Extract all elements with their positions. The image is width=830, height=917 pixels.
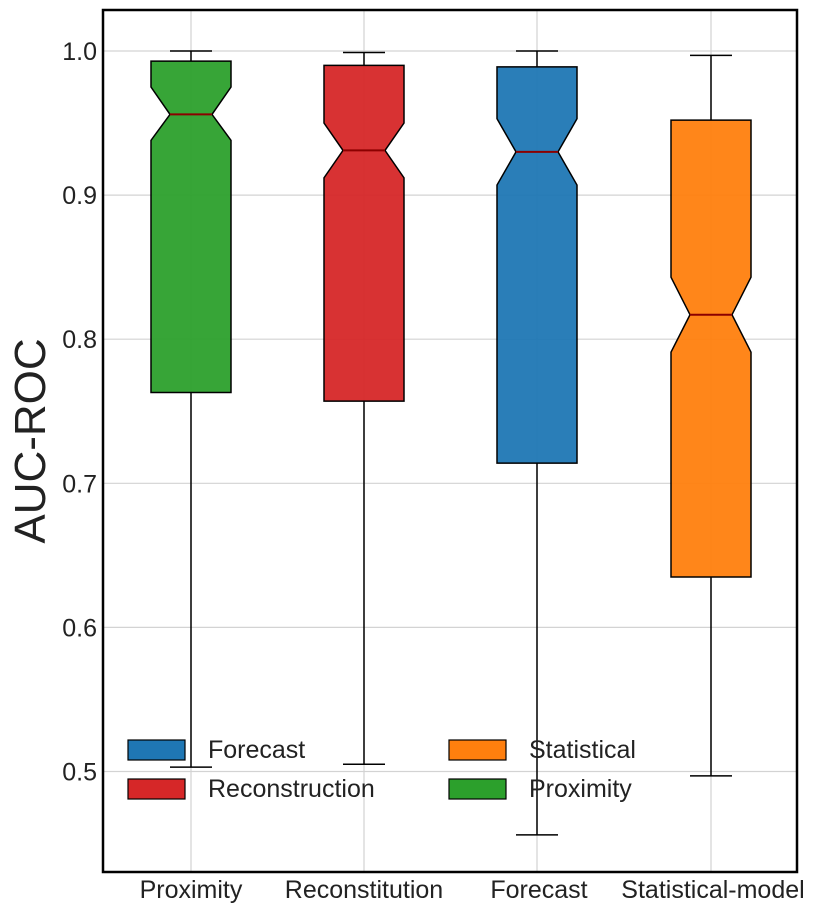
y-tick-label: 0.6	[62, 614, 97, 642]
y-tick-label: 0.9	[62, 182, 97, 210]
y-tick-label: 0.8	[62, 326, 97, 354]
legend-swatch	[127, 778, 186, 800]
legend-item-proximity: Proximity	[448, 775, 632, 803]
x-tick-label: Proximity	[140, 876, 243, 904]
x-tick-labels: Proximity Reconstitution Forecast Statistic…	[140, 876, 805, 904]
box-reconstitution	[323, 51, 405, 766]
legend-swatch	[448, 739, 507, 761]
legend-swatch	[448, 778, 507, 800]
box-body	[496, 66, 578, 464]
y-tick-labels: 0.5 0.6 0.7 0.8 0.9 1.0	[62, 38, 97, 787]
x-tick-label: Statistical-model	[621, 876, 804, 904]
y-tick-label: 0.7	[62, 470, 97, 498]
box-proximity	[150, 50, 232, 768]
legend-label: Proximity	[529, 775, 632, 803]
box-layer	[150, 50, 752, 836]
legend: Forecast Statistical Reconstruction Proximi…	[127, 736, 636, 803]
y-axis-label: AUC-ROC	[6, 338, 55, 543]
box-body	[150, 60, 232, 394]
legend-label: Reconstruction	[208, 775, 375, 803]
legend-label: Statistical	[529, 736, 636, 764]
legend-item-reconstruction: Reconstruction	[127, 775, 375, 803]
legend-label: Forecast	[208, 736, 305, 764]
plot-frame	[101, 8, 799, 874]
box-body	[670, 119, 752, 578]
legend-item-forecast: Forecast	[127, 736, 305, 764]
legend-swatch	[127, 739, 186, 761]
y-tick-label: 0.5	[62, 759, 97, 787]
x-tick-label: Forecast	[490, 876, 587, 904]
x-tick-label: Reconstitution	[285, 876, 443, 904]
box-forecast	[496, 50, 578, 836]
y-tick-label: 1.0	[62, 38, 97, 66]
legend-item-statistical: Statistical	[448, 736, 636, 764]
box-body	[323, 64, 405, 402]
box-statistical-model	[670, 54, 752, 777]
